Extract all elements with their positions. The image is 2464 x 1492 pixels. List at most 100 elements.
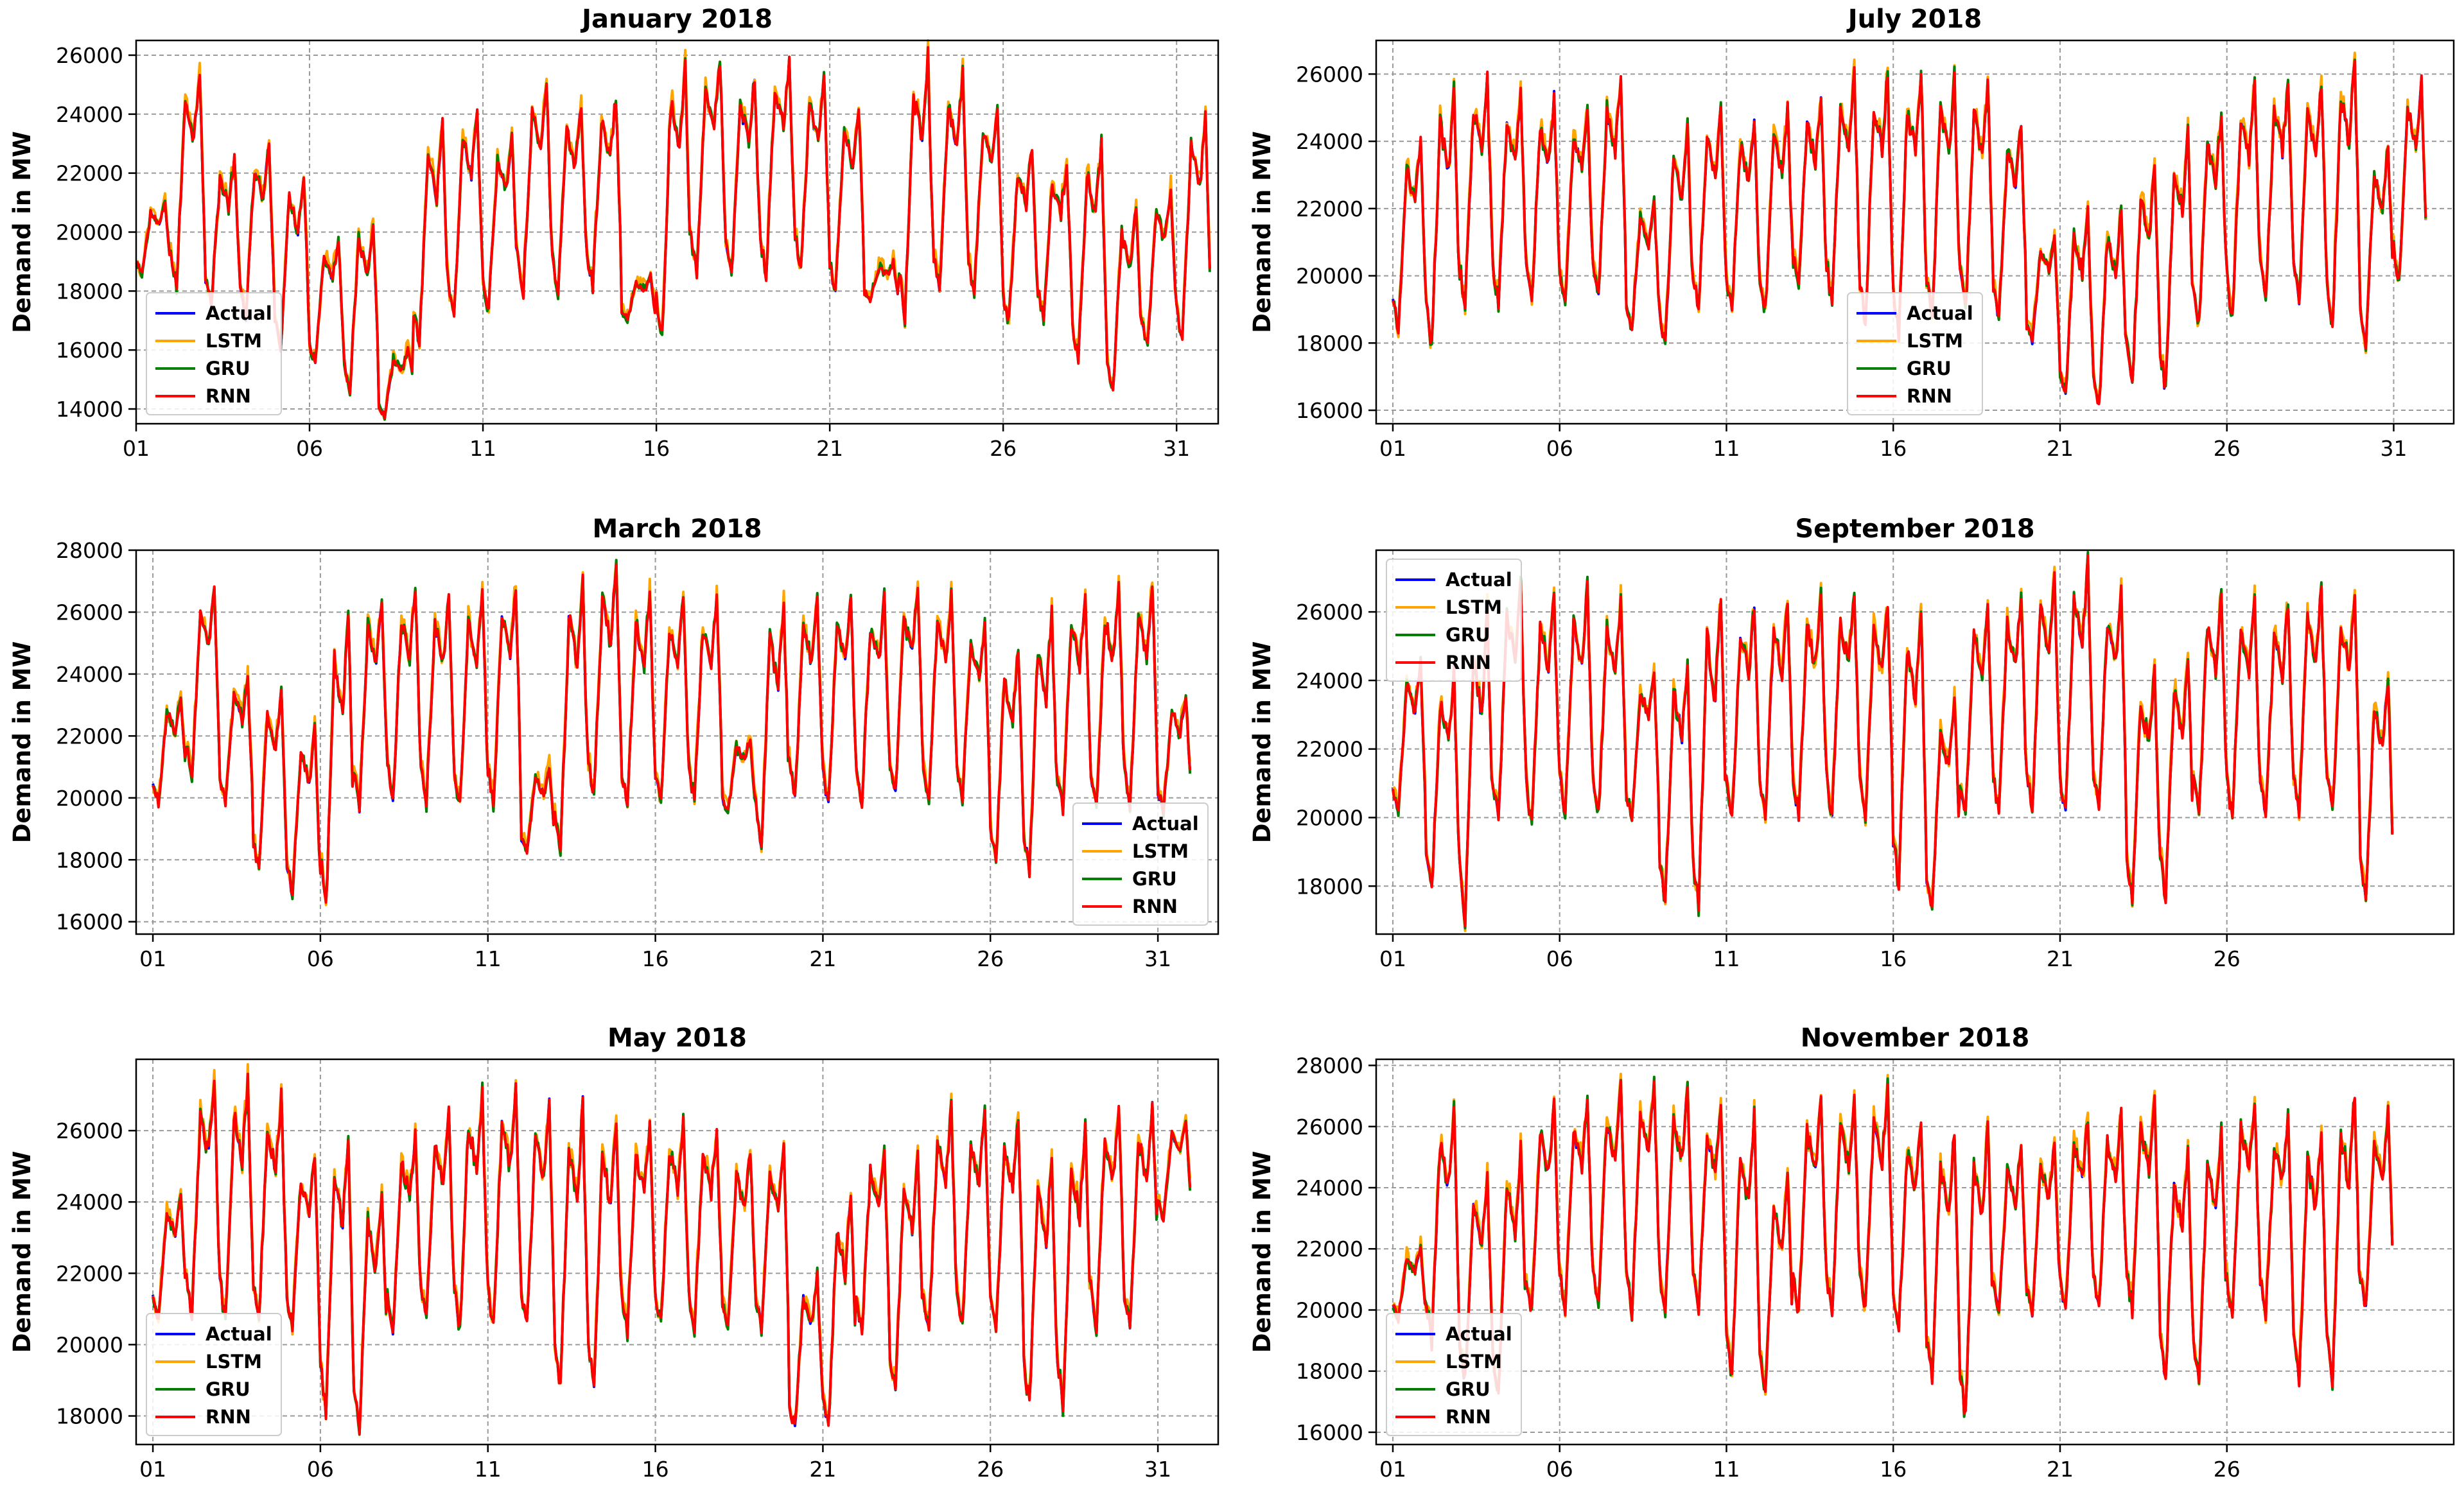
- legend-label-lstm: LSTM: [1132, 840, 1189, 862]
- y-tick-label: 20000: [1296, 1297, 1363, 1323]
- chart-title: September 2018: [1795, 514, 2034, 544]
- series-rnn: [1392, 1079, 2394, 1415]
- y-tick-label: 22000: [56, 161, 123, 186]
- series-rnn: [1392, 554, 2394, 928]
- legend-label-actual: Actual: [1132, 813, 1199, 835]
- x-tick-label: 11: [475, 1457, 502, 1482]
- x-tick-label: 16: [1880, 436, 1907, 461]
- x-tick-label: 26: [2214, 436, 2241, 461]
- y-tick-label: 18000: [56, 279, 123, 304]
- legend-label-rnn: RNN: [1446, 1406, 1491, 1428]
- chart-1: January 2018 Demand in MW 01 06 11 16 21 26 31 14…: [8, 4, 1219, 461]
- x-tick-label: 21: [809, 1457, 836, 1482]
- x-tick-label: 01: [1379, 436, 1406, 461]
- y-axis-label: Demand in MW: [8, 131, 36, 333]
- x-tick-label: 06: [307, 1457, 334, 1482]
- y-tick-label: 20000: [56, 220, 123, 245]
- y-tick-label: 26000: [1296, 1115, 1363, 1140]
- y-axis-label: Demand in MW: [8, 641, 36, 844]
- legend-label-lstm: LSTM: [1446, 596, 1502, 618]
- y-tick-label: 24000: [1296, 668, 1363, 693]
- y-tick-label: 24000: [1296, 129, 1363, 154]
- x-tick-label: 01: [123, 436, 150, 461]
- y-tick-label: 22000: [1296, 196, 1363, 221]
- x-tick-label: 06: [1546, 1457, 1573, 1482]
- x-tick-label: 21: [2047, 436, 2074, 461]
- legend-label-gru: GRU: [1446, 1378, 1490, 1400]
- y-tick-label: 26000: [1296, 600, 1363, 625]
- y-tick-label: 18000: [56, 847, 123, 872]
- axes-frame: [1375, 39, 2455, 425]
- legend-label-rnn: RNN: [1907, 385, 1952, 407]
- x-tick-label: 16: [642, 1457, 669, 1482]
- y-tick-label: 16000: [56, 338, 123, 363]
- x-tick-label: 11: [475, 946, 502, 971]
- x-tick-label: 11: [1713, 946, 1740, 971]
- legend-label-gru: GRU: [1907, 358, 1952, 379]
- y-tick-label: 16000: [1296, 1420, 1363, 1445]
- x-tick-label: 26: [2214, 946, 2241, 971]
- x-tick-label: 16: [643, 436, 670, 461]
- legend-frame: [146, 292, 282, 415]
- legend: Actual LSTM GRU RNN: [146, 292, 282, 415]
- x-tick-label: 11: [469, 436, 496, 461]
- chart-2: July 2018 Demand in MW 01 06 11 16 21 26 31 16000…: [1248, 4, 2455, 461]
- x-tick-label: 31: [1163, 436, 1190, 461]
- y-tick-label: 20000: [1296, 805, 1363, 830]
- y-tick-label: 16000: [1296, 398, 1363, 423]
- y-tick-label: 20000: [1296, 264, 1363, 289]
- y-tick-label: 22000: [1296, 1236, 1363, 1262]
- chart-3: March 2018 Demand in MW 01 06 11 16 21 26 31 1600…: [8, 514, 1219, 971]
- x-tick-label: 11: [1713, 1457, 1740, 1482]
- legend-label-rnn: RNN: [1446, 652, 1491, 673]
- y-tick-label: 22000: [1296, 737, 1363, 762]
- legend: Actual LSTM GRU RNN: [1386, 1313, 1522, 1436]
- legend-label-gru: GRU: [1132, 868, 1177, 890]
- chart-title: March 2018: [593, 514, 762, 544]
- legend-label-actual: Actual: [1446, 569, 1512, 591]
- axes-frame: [135, 549, 1219, 935]
- y-axis-label: Demand in MW: [1248, 641, 1276, 844]
- legend: Actual LSTM GRU RNN: [1072, 802, 1209, 926]
- legend-label-lstm: LSTM: [1907, 330, 1963, 352]
- x-tick-label: 21: [2047, 946, 2074, 971]
- y-tick-label: 16000: [56, 910, 123, 935]
- y-tick-label: 22000: [56, 1261, 123, 1286]
- legend-label-lstm: LSTM: [1446, 1351, 1502, 1373]
- x-tick-label: 06: [307, 946, 334, 971]
- y-tick-label: 18000: [1296, 331, 1363, 356]
- x-tick-label: 31: [1144, 946, 1171, 971]
- x-tick-label: 06: [296, 436, 323, 461]
- axes-frame: [135, 1058, 1219, 1446]
- y-tick-label: 18000: [1296, 874, 1363, 899]
- series-rnn: [135, 46, 1211, 420]
- y-axis-label: Demand in MW: [1248, 1151, 1276, 1353]
- x-tick-label: 06: [1546, 436, 1573, 461]
- y-tick-label: 28000: [1296, 1054, 1363, 1079]
- x-tick-label: 26: [977, 946, 1004, 971]
- y-tick-label: 22000: [56, 724, 123, 749]
- x-tick-label: 01: [139, 1457, 166, 1482]
- x-tick-label: 21: [809, 946, 836, 971]
- y-axis-label: Demand in MW: [1248, 131, 1276, 333]
- y-tick-label: 24000: [56, 102, 123, 127]
- x-tick-label: 01: [1379, 1457, 1406, 1482]
- x-tick-label: 16: [642, 946, 669, 971]
- legend-label-actual: Actual: [205, 302, 272, 324]
- y-tick-label: 24000: [56, 1190, 123, 1215]
- legend-frame: [1072, 802, 1209, 926]
- legend-label-gru: GRU: [205, 1378, 250, 1400]
- series-rnn: [1392, 59, 2427, 406]
- legend-label-actual: Actual: [205, 1323, 272, 1345]
- axes-frame: [1375, 1058, 2455, 1446]
- y-tick-label: 20000: [56, 1332, 123, 1357]
- legend-frame: [146, 1313, 282, 1436]
- legend-label-actual: Actual: [1907, 302, 1973, 324]
- chart-title: November 2018: [1801, 1023, 2030, 1053]
- y-tick-label: 28000: [56, 538, 123, 563]
- legend-frame: [1386, 1313, 1522, 1436]
- y-tick-label: 24000: [1296, 1175, 1363, 1201]
- y-tick-label: 26000: [56, 600, 123, 625]
- chart-title: May 2018: [607, 1023, 747, 1053]
